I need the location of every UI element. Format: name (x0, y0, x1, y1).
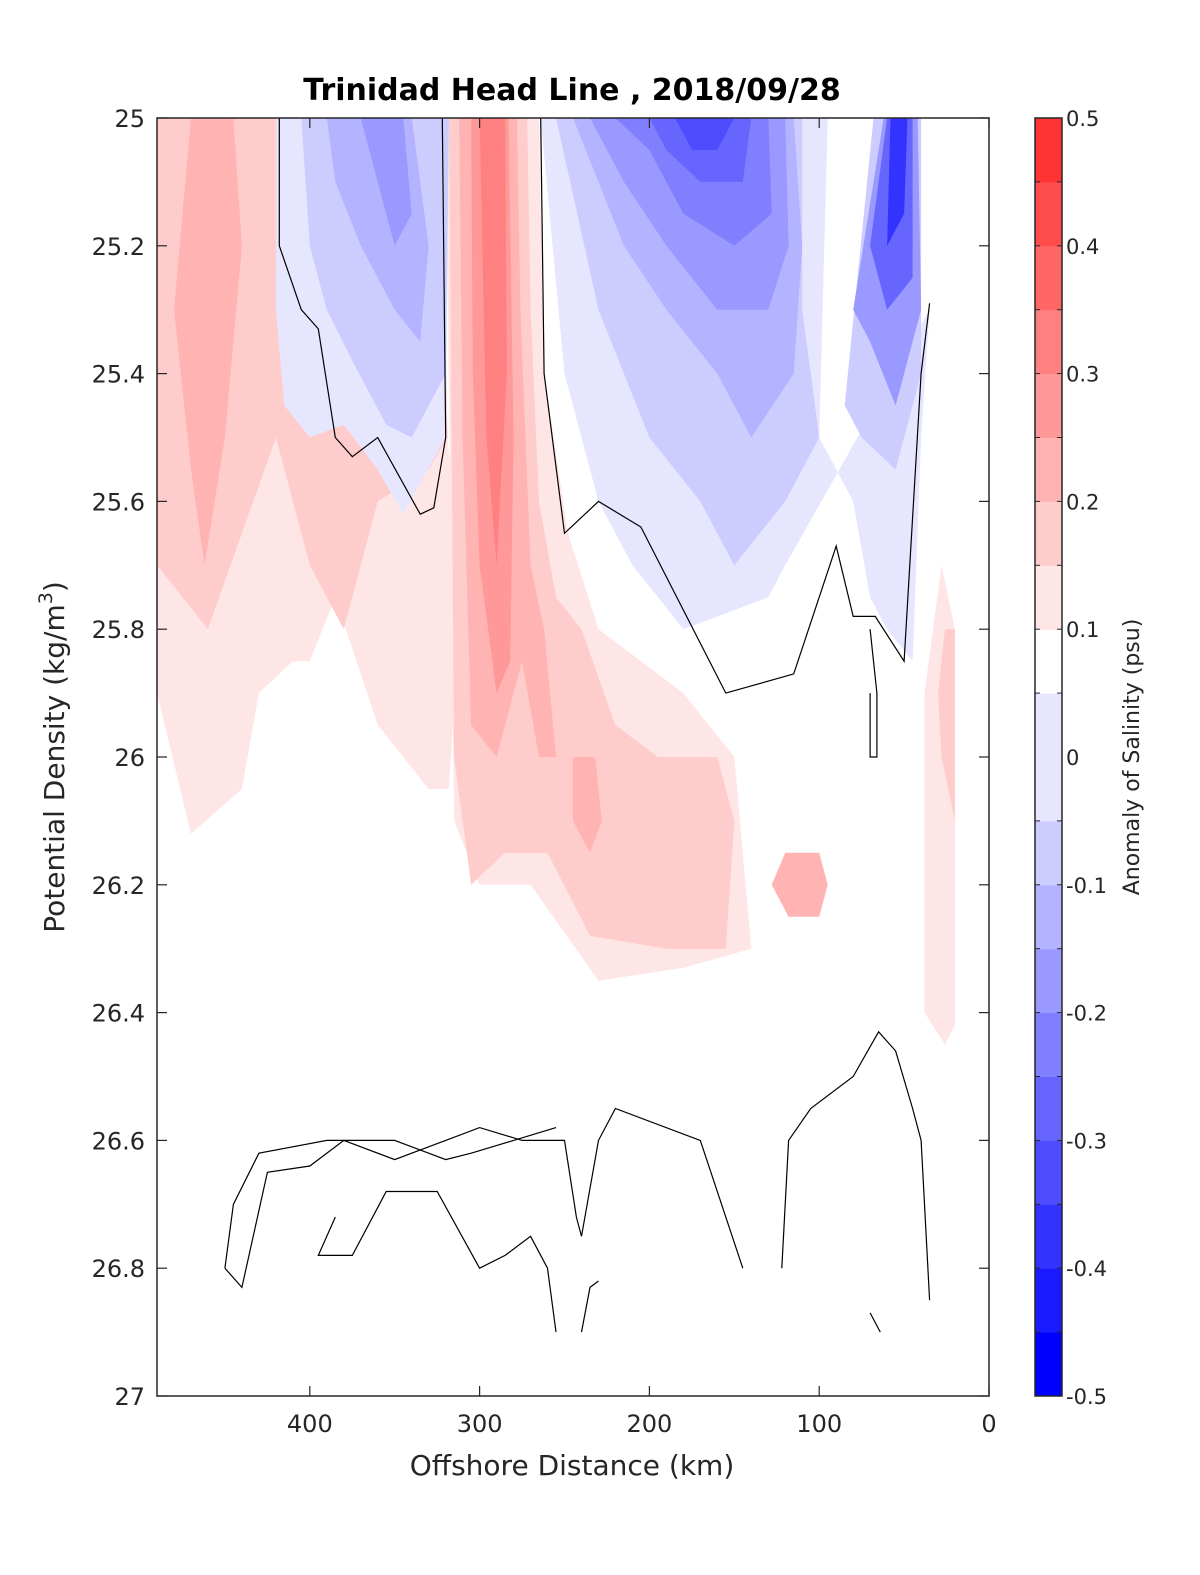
x-tick-label: 400 (287, 1410, 333, 1438)
y-tick-label: 25.2 (92, 233, 145, 261)
colorbar-swatch (1035, 1140, 1062, 1205)
zero-contour-line-3 (224, 1107, 744, 1289)
colorbar-swatch (1035, 884, 1062, 950)
zero-contour-line-8 (580, 1280, 599, 1333)
colorbar-swatch (1035, 373, 1062, 438)
zero-contour-lines (224, 118, 931, 1333)
x-tick-label: 0 (981, 1410, 996, 1438)
colorbar-swatch (1035, 1268, 1062, 1333)
colorbar-swatch (1035, 437, 1062, 502)
colorbar-label: Anomaly of Salinity (psu) (1120, 619, 1145, 896)
colorbar-ticks: -0.5 -0.4 -0.3 -0.2 -0.1 0 0.1 0.2 0.3 0.4 0.5 (1035, 107, 1107, 1409)
colorbar-swatch (1035, 181, 1062, 247)
y-tick-label: 26.4 (92, 1000, 145, 1028)
colorbar-tick-label: -0.1 (1066, 874, 1107, 898)
colorbar-swatch (1035, 1076, 1062, 1141)
y-axis-label: Potential Density (kg/m3) (35, 581, 71, 933)
contour-region-3 (174, 118, 242, 566)
zero-contour-line-2 (869, 629, 878, 758)
contour-region-8 (771, 852, 828, 917)
colorbar-tick-label: -0.3 (1066, 1129, 1107, 1153)
colorbar-swatch (1035, 118, 1062, 183)
y-tick-label: 25.4 (92, 361, 145, 389)
colorbar-tick-label: 0.5 (1066, 107, 1099, 131)
colorbar (1035, 118, 1062, 1397)
colorbar-swatch (1035, 501, 1062, 566)
y-tick-label: 26 (114, 744, 145, 772)
colorbar-tick-label: 0.3 (1066, 363, 1099, 387)
zero-contour-line-6 (781, 1030, 931, 1301)
colorbar-tick-label: -0.2 (1066, 1002, 1107, 1026)
colorbar-frame (1034, 117, 1063, 1397)
contour-fill-layer (157, 118, 955, 1051)
colorbar-tick-label: 0.4 (1066, 235, 1099, 259)
zero-contour-line-1 (540, 118, 931, 694)
colorbar-tick-label: -0.5 (1066, 1385, 1107, 1409)
colorbar-swatch (1035, 629, 1062, 694)
y-tick-label: 25.8 (92, 616, 145, 644)
colorbar-swatch (1035, 1204, 1062, 1269)
colorbar-tick-label: 0.1 (1066, 618, 1099, 642)
contour-region-10 (479, 118, 507, 566)
colorbar-swatch (1035, 820, 1062, 886)
x-axis-ticks: 400 300 200 100 0 (287, 118, 997, 1438)
x-axis-label: Offshore Distance (km) (410, 1449, 735, 1482)
y-tick-label: 25.6 (92, 488, 145, 516)
y-tick-label: 25 (114, 105, 145, 133)
colorbar-swatch (1035, 948, 1062, 1014)
colorbar-swatch (1035, 1332, 1062, 1397)
x-tick-label: 100 (796, 1410, 842, 1438)
colorbar-tick-label: 0 (1066, 746, 1079, 770)
y-axis-ticks: 25 25.2 25.4 25.6 25.8 26 26.2 26.4 26.6 26.8 27 (92, 105, 989, 1411)
colorbar-swatch (1035, 245, 1062, 311)
y-axis-label-superscript: 3 (35, 592, 57, 604)
zero-contour-line-5 (317, 1190, 557, 1333)
colorbar-tick-label: 0.2 (1066, 490, 1099, 514)
x-tick-label: 200 (627, 1410, 673, 1438)
y-tick-label: 26.2 (92, 872, 145, 900)
contour-region-23 (674, 118, 735, 150)
zero-contour-line-4 (224, 1127, 557, 1269)
zero-contour-line-0 (278, 118, 447, 515)
contour-region-7 (573, 757, 602, 853)
colorbar-swatch (1035, 1012, 1062, 1077)
zero-contour-line-7 (869, 1312, 881, 1333)
contour-region-12 (938, 629, 955, 821)
chart-title: Trinidad Head Line , 2018/09/28 (303, 73, 840, 108)
contour-region-16 (360, 118, 412, 246)
colorbar-tick-label: -0.4 (1066, 1257, 1107, 1281)
contour-region-27 (887, 118, 908, 246)
colorbar-swatch (1035, 565, 1062, 630)
x-tick-label: 300 (457, 1410, 503, 1438)
colorbar-swatch (1035, 309, 1062, 375)
colorbar-swatch (1035, 693, 1062, 822)
y-tick-label: 26.8 (92, 1255, 145, 1283)
y-tick-label: 26.6 (92, 1127, 145, 1155)
y-tick-label: 27 (114, 1383, 145, 1411)
